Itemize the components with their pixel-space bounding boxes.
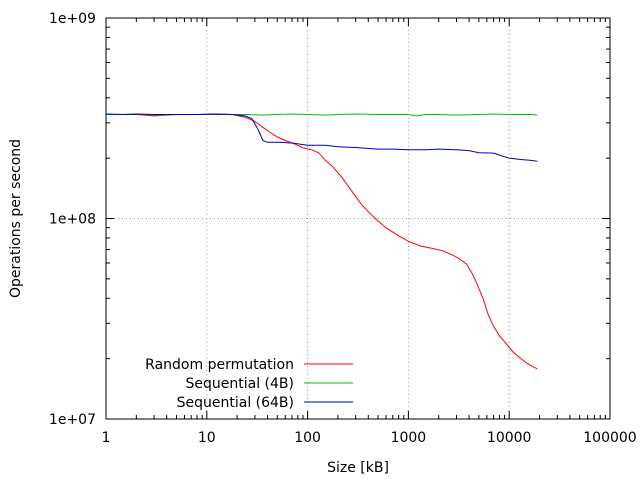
x-tick-label: 100000 (583, 430, 636, 446)
x-tick-label: 1000 (391, 430, 427, 446)
legend-label: Sequential (64B) (177, 395, 294, 411)
series-line-1 (106, 114, 538, 370)
legend: Random permutation Sequential (4B) Sequent… (145, 357, 353, 411)
legend-label: Sequential (4B) (186, 376, 294, 392)
series-lines (105, 113, 538, 370)
y-tick-label: 1e+07 (49, 412, 96, 428)
y-tick-label: 1e+09 (49, 11, 96, 27)
tick-labels: 1 10 100 1000 10000 100000 1e+07 1e+08 1e+09 (49, 11, 637, 446)
x-tick-label: 10 (198, 430, 216, 446)
x-tick-label: 100 (294, 430, 321, 446)
x-axis-label: Size [kB] (327, 460, 389, 476)
legend-label: Random permutation (145, 357, 294, 373)
grid (106, 18, 610, 419)
y-tick-label: 1e+08 (49, 212, 96, 228)
series-line-3 (105, 113, 538, 162)
x-tick-label: 1 (102, 430, 111, 446)
x-tick-label: 10000 (487, 430, 532, 446)
y-axis-label: Operations per second (8, 139, 24, 298)
axis-ticks (105, 17, 611, 420)
